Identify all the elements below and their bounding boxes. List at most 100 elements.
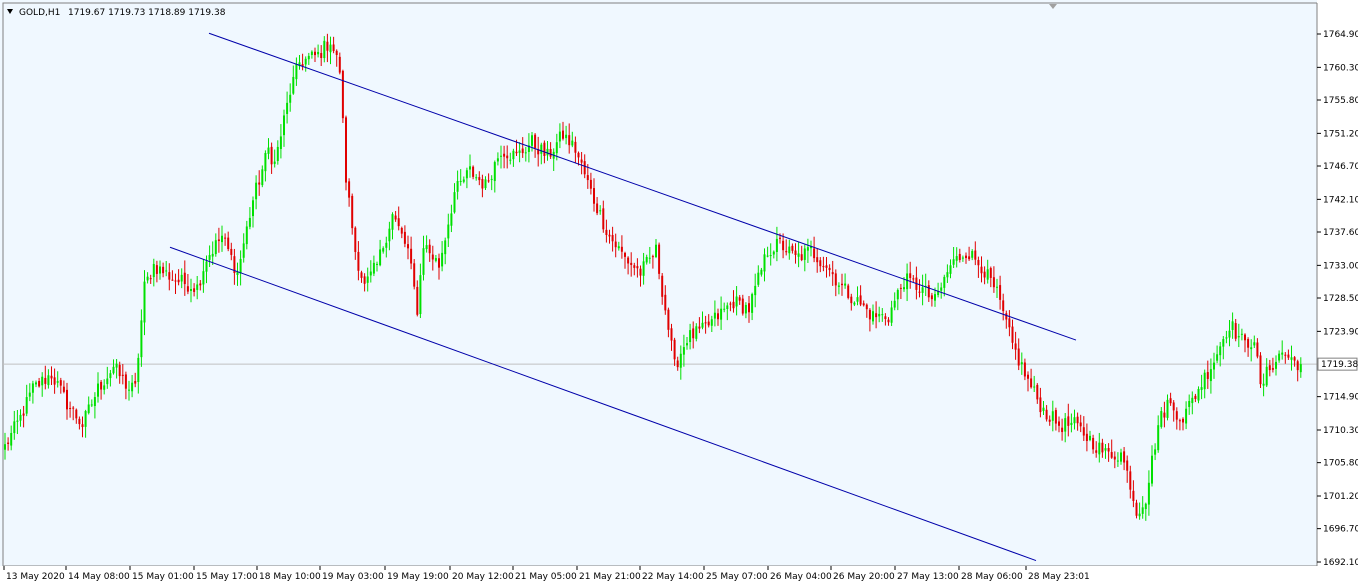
time-tick-label: 15 May 17:00	[196, 572, 258, 582]
candle	[1281, 340, 1284, 360]
candle	[828, 264, 831, 277]
candle	[872, 304, 874, 325]
dropdown-triangle-icon[interactable]	[7, 9, 13, 14]
candle-body	[1188, 400, 1191, 407]
candle-body	[1203, 372, 1206, 390]
candle-body	[279, 136, 282, 150]
candle-body	[245, 226, 248, 245]
candle	[462, 176, 465, 184]
candle-body	[605, 229, 608, 236]
candle	[1005, 310, 1008, 329]
candle-body	[357, 251, 360, 271]
candle-body	[106, 378, 109, 385]
candle-body	[366, 276, 369, 283]
candle	[341, 69, 344, 123]
candle	[438, 253, 440, 280]
candle-body	[1154, 449, 1157, 455]
candle	[996, 278, 998, 298]
candle	[704, 315, 707, 334]
candle	[472, 165, 475, 180]
candle	[22, 405, 25, 428]
candle-body	[596, 203, 599, 214]
candle	[974, 241, 977, 266]
candle-body	[769, 255, 772, 257]
price-tick-label: 1692.10	[1323, 558, 1358, 568]
candle	[531, 132, 533, 152]
candle-body	[310, 51, 313, 55]
candle-body	[403, 231, 406, 244]
candle-body	[369, 271, 372, 276]
candle	[1206, 360, 1209, 389]
chart-shift-marker-icon[interactable]	[1049, 4, 1057, 9]
candle-body	[565, 134, 568, 139]
candle-body	[1206, 372, 1209, 379]
candle	[692, 321, 695, 349]
candle-body	[992, 277, 995, 288]
candle-body	[617, 246, 620, 249]
candle	[732, 290, 735, 313]
candle-body	[800, 254, 803, 261]
candle	[1287, 349, 1290, 360]
candle-body	[31, 383, 34, 393]
candle-body	[419, 275, 422, 315]
candle-body	[462, 179, 465, 182]
candle	[617, 241, 620, 251]
candle	[1135, 499, 1138, 519]
time-tick-label: 13 May 2020	[6, 572, 65, 582]
candle	[748, 296, 750, 323]
candle-body	[779, 237, 781, 239]
candle	[248, 207, 251, 230]
candle	[810, 240, 812, 257]
candle-body	[317, 51, 320, 55]
candle-body	[174, 280, 177, 282]
candle	[329, 36, 332, 65]
candle	[971, 249, 974, 261]
candle-body	[1126, 460, 1129, 471]
candle	[856, 286, 859, 306]
candle	[1271, 357, 1274, 373]
candle	[741, 294, 744, 316]
channel-lower-line[interactable]	[169, 246, 1037, 562]
chart-header: GOLD,H1 1719.67 1719.73 1718.89 1719.38	[7, 8, 226, 18]
channel-upper-line[interactable]	[208, 32, 1077, 341]
candle	[589, 172, 592, 195]
candle-body	[540, 144, 543, 154]
candle-body	[803, 248, 806, 260]
candle-body	[273, 161, 276, 164]
candle-body	[512, 150, 515, 160]
candle-body	[1228, 330, 1231, 338]
candle	[648, 246, 651, 264]
candle	[360, 270, 363, 283]
candle-body	[1172, 402, 1175, 411]
candle-body	[651, 256, 654, 258]
candle-body	[1194, 395, 1197, 399]
candle-body	[546, 148, 549, 156]
candle-body	[1135, 502, 1138, 516]
candle-body	[1079, 422, 1082, 427]
candle-body	[385, 242, 388, 248]
candle	[1008, 310, 1011, 337]
candle	[56, 371, 59, 388]
price-tick-label: 1760.30	[1323, 63, 1358, 73]
candle	[999, 275, 1002, 310]
candle	[853, 301, 856, 307]
candle-body	[326, 41, 329, 51]
candle	[952, 247, 955, 268]
candle-body	[1247, 339, 1250, 348]
candle	[372, 255, 375, 277]
candle	[351, 193, 354, 235]
candle-body	[214, 240, 217, 255]
candle-body	[1036, 384, 1039, 400]
candle-body	[149, 278, 152, 280]
candle	[44, 365, 47, 390]
candle	[875, 301, 878, 329]
candle	[279, 124, 282, 159]
candle-body	[363, 276, 366, 284]
plot-frame	[2, 2, 1318, 567]
candle	[1228, 320, 1231, 347]
candle-body	[844, 283, 847, 286]
candle-body	[100, 381, 103, 390]
candle-body	[949, 265, 952, 274]
candle	[286, 91, 289, 124]
candle	[4, 432, 6, 460]
